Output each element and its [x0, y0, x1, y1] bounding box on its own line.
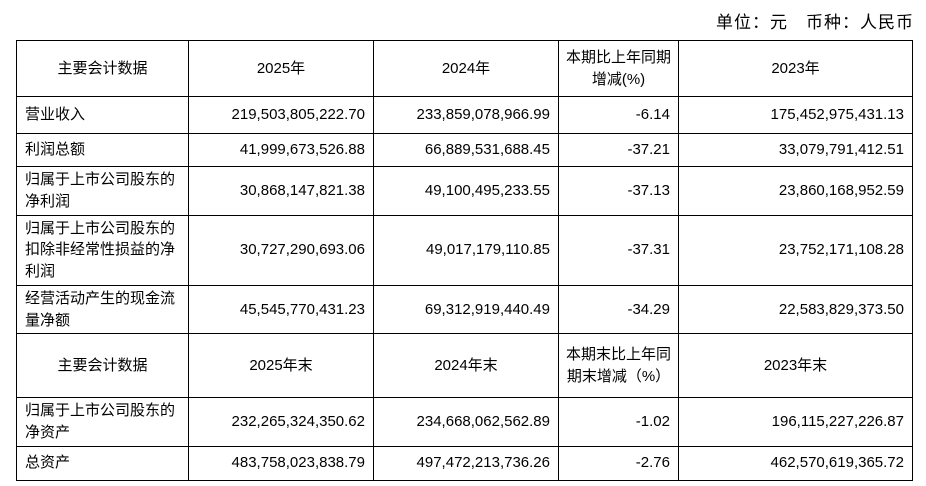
- header-end-change-pct: 本期末比上年同期末增减（%）: [558, 333, 679, 399]
- table-row-total-assets: 总资产 483,758,023,838.79 497,472,213,736.2…: [16, 445, 913, 481]
- value-2025: 30,868,147,821.38: [188, 166, 374, 216]
- value-change-pct: -37.21: [558, 133, 679, 167]
- value-2024: 69,312,919,440.49: [373, 284, 559, 335]
- table-row-net-assets-attributable: 归属于上市公司股东的净资产 232,265,324,350.62 234,668…: [16, 397, 913, 447]
- value-2024: 49,100,495,233.55: [373, 166, 559, 216]
- value-2023: 22,583,829,373.50: [678, 284, 913, 335]
- value-2025: 483,758,023,838.79: [188, 445, 374, 481]
- metric-label: 归属于上市公司股东的净利润: [16, 166, 189, 216]
- header-2025-end: 2025年末: [188, 333, 374, 399]
- value-change-pct: -6.14: [558, 96, 679, 134]
- value-2025: 232,265,324,350.62: [188, 397, 374, 447]
- value-2023: 196,115,227,226.87: [678, 397, 913, 447]
- value-2025: 219,503,805,222.70: [188, 96, 374, 134]
- table-header-row-period-end: 主要会计数据 2025年末 2024年末 本期末比上年同期末增减（%） 2023…: [16, 333, 913, 399]
- value-2024: 234,668,062,562.89: [373, 397, 559, 447]
- table-row-net-profit-excl-nonrecurring: 归属于上市公司股东的扣除非经常性损益的净利润 30,727,290,693.06…: [16, 214, 913, 286]
- value-2024: 233,859,078,966.99: [373, 96, 559, 134]
- value-2023: 33,079,791,412.51: [678, 133, 913, 167]
- header-metric: 主要会计数据: [16, 40, 189, 97]
- metric-label: 归属于上市公司股东的净资产: [16, 397, 189, 447]
- value-2025: 30,727,290,693.06: [188, 214, 374, 286]
- currency-unit-note: 单位：元 币种：人民币: [716, 13, 914, 32]
- value-2023: 462,570,619,365.72: [678, 445, 913, 481]
- value-2023: 23,860,168,952.59: [678, 166, 913, 216]
- value-change-pct: -37.13: [558, 166, 679, 216]
- value-2023: 23,752,171,108.28: [678, 214, 913, 286]
- metric-label: 总资产: [16, 445, 189, 481]
- table-row-total-profit: 利润总额 41,999,673,526.88 66,889,531,688.45…: [16, 133, 913, 167]
- value-change-pct: -34.29: [558, 284, 679, 335]
- metric-label: 归属于上市公司股东的扣除非经常性损益的净利润: [16, 214, 189, 286]
- header-change-pct: 本期比上年同期增减(%): [558, 40, 679, 97]
- metric-label: 经营活动产生的现金流量净额: [16, 284, 189, 335]
- value-2025: 41,999,673,526.88: [188, 133, 374, 167]
- header-year-2024: 2024年: [373, 40, 559, 97]
- header-metric: 主要会计数据: [16, 333, 189, 399]
- value-2024: 497,472,213,736.26: [373, 445, 559, 481]
- header-2023-end: 2023年末: [678, 333, 913, 399]
- value-change-pct: -2.76: [558, 445, 679, 481]
- table-header-row-annual: 主要会计数据 2025年 2024年 本期比上年同期增减(%) 2023年: [16, 40, 913, 97]
- value-2025: 45,545,770,431.23: [188, 284, 374, 335]
- table-row-operating-revenue: 营业收入 219,503,805,222.70 233,859,078,966.…: [16, 96, 913, 134]
- table-row-net-profit-attributable: 归属于上市公司股东的净利润 30,868,147,821.38 49,100,4…: [16, 166, 913, 216]
- header-2024-end: 2024年末: [373, 333, 559, 399]
- header-year-2025: 2025年: [188, 40, 374, 97]
- key-accounting-data-table: 主要会计数据 2025年 2024年 本期比上年同期增减(%) 2023年 营业…: [16, 40, 913, 481]
- value-change-pct: -1.02: [558, 397, 679, 447]
- table-row-operating-cash-flow: 经营活动产生的现金流量净额 45,545,770,431.23 69,312,9…: [16, 284, 913, 335]
- value-2023: 175,452,975,431.13: [678, 96, 913, 134]
- value-2024: 66,889,531,688.45: [373, 133, 559, 167]
- header-year-2023: 2023年: [678, 40, 913, 97]
- value-2024: 49,017,179,110.85: [373, 214, 559, 286]
- value-change-pct: -37.31: [558, 214, 679, 286]
- metric-label: 利润总额: [16, 133, 189, 167]
- metric-label: 营业收入: [16, 96, 189, 134]
